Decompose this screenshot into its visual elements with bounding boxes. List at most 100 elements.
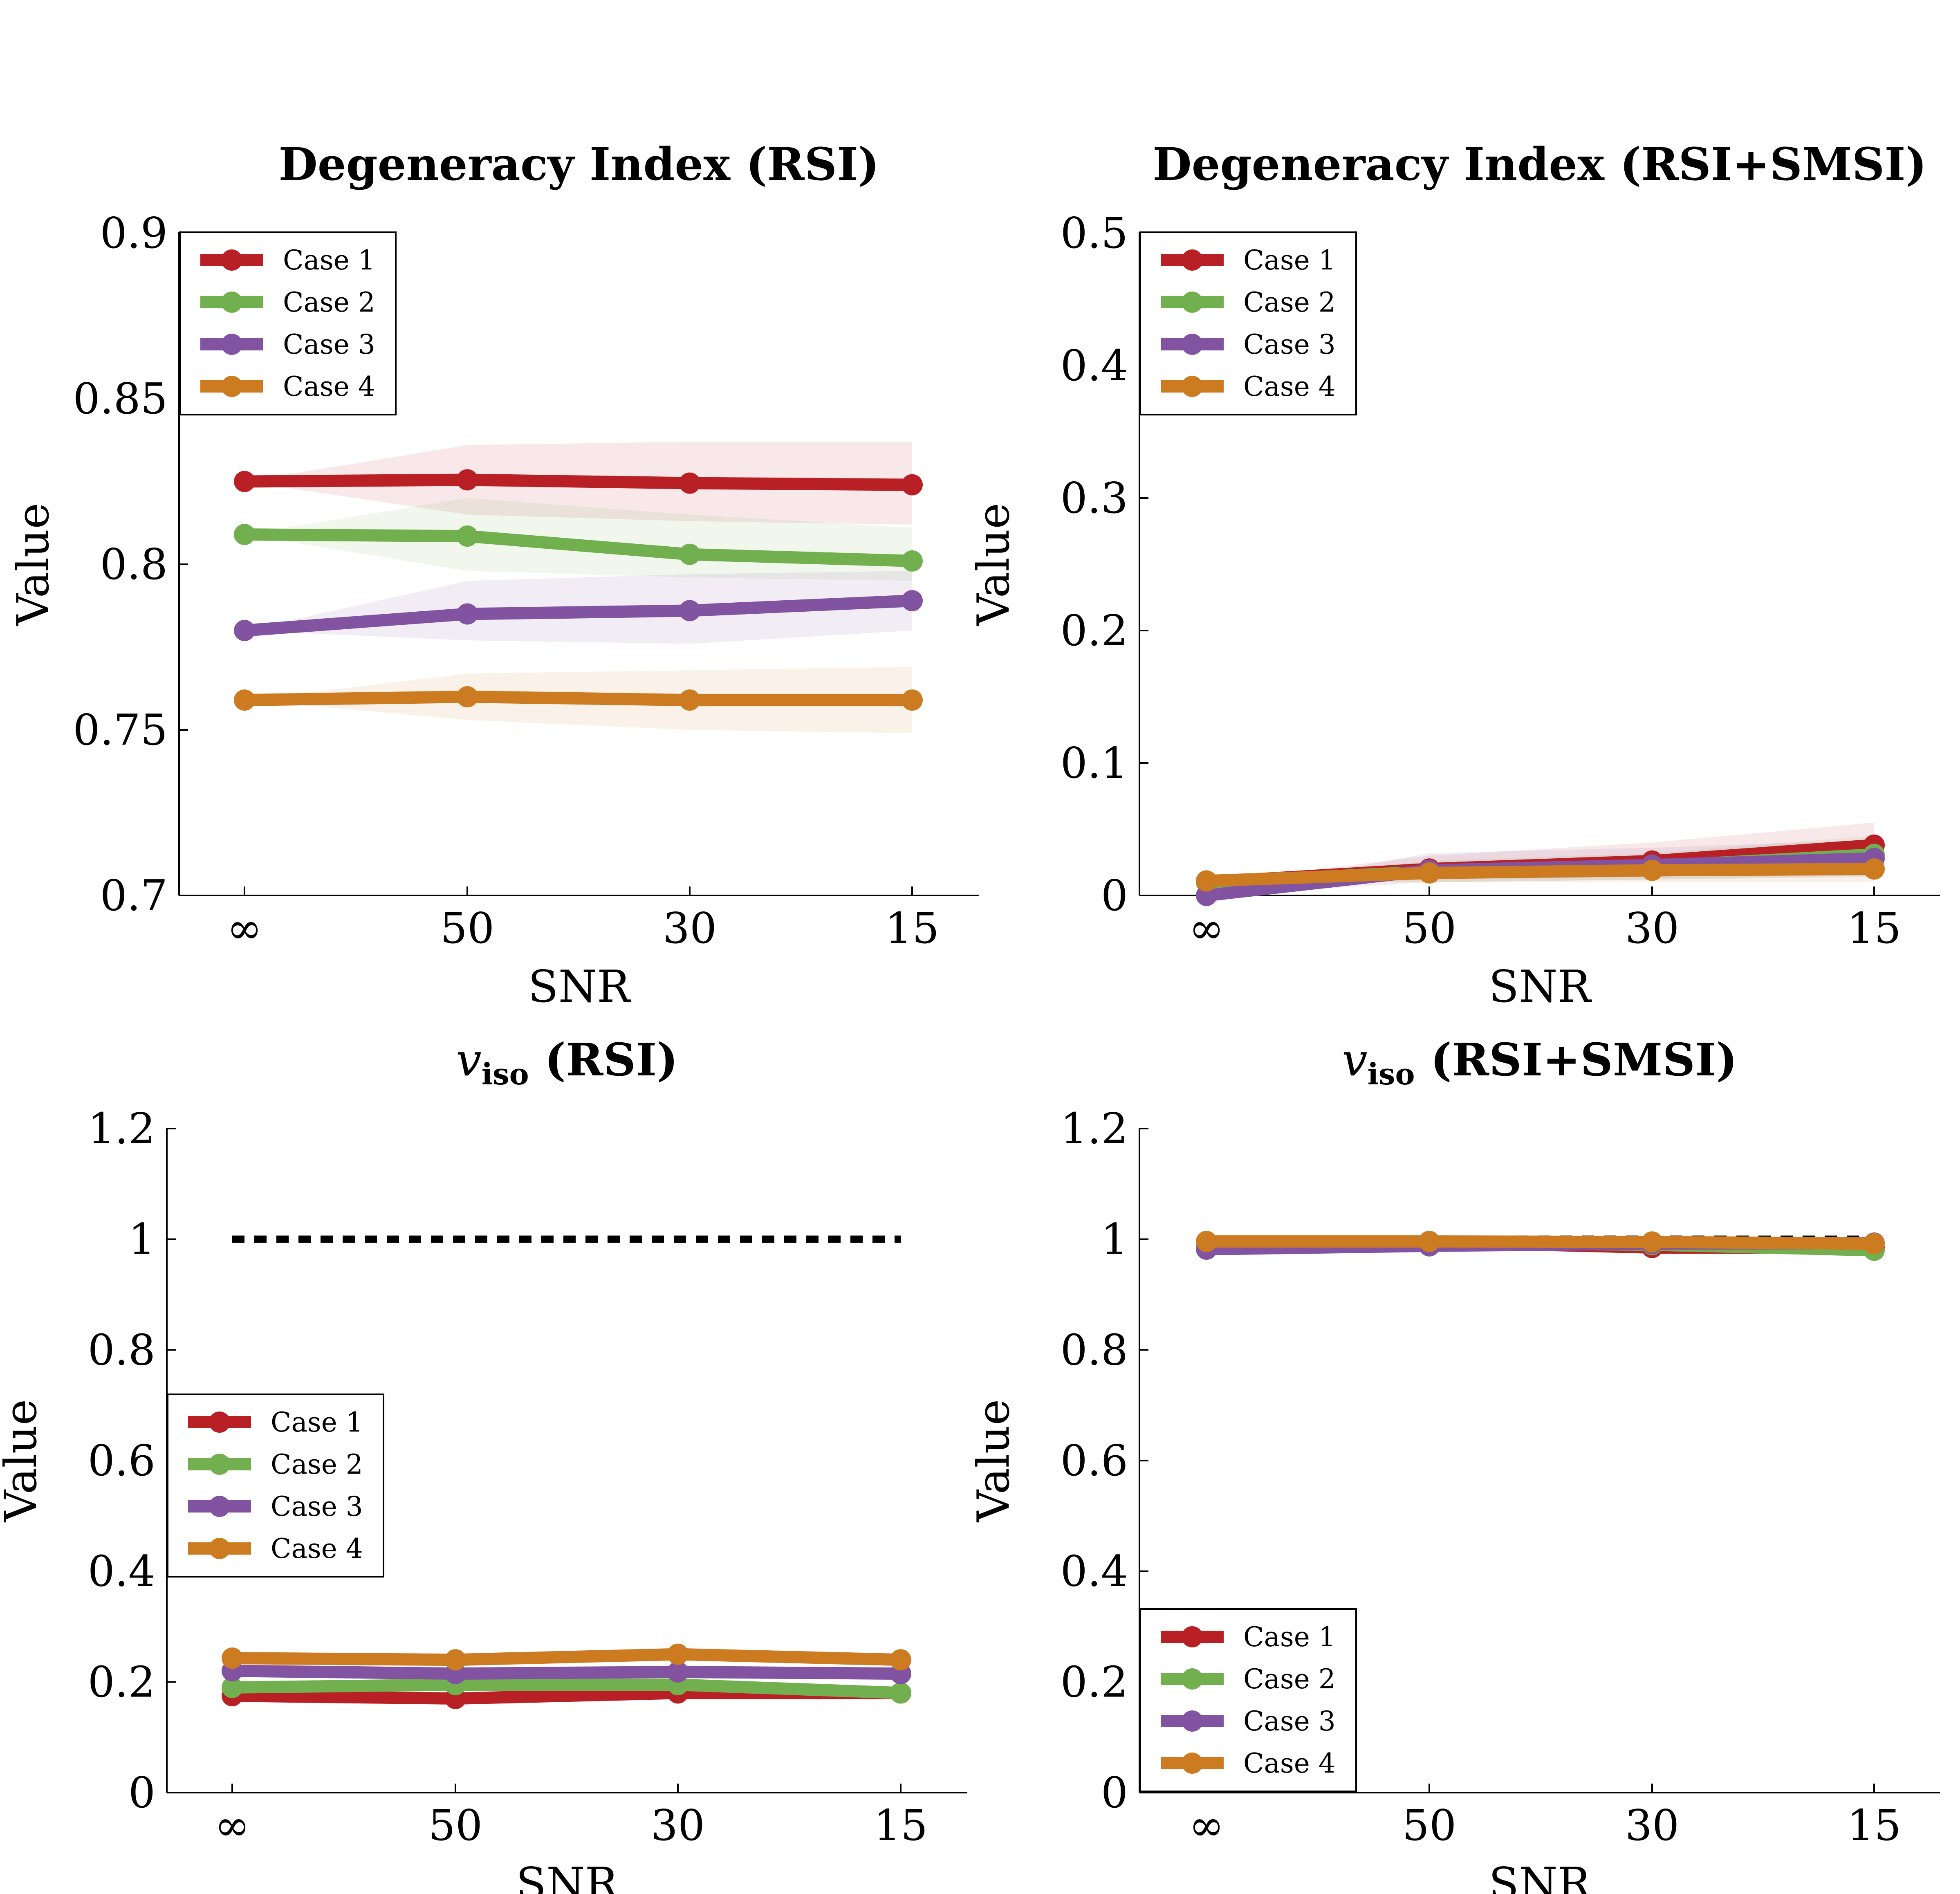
x-axis-label: SNR	[528, 961, 631, 1012]
data-point-case-3	[679, 600, 700, 622]
data-point-case-3	[667, 1661, 688, 1683]
y-tick-label: 0.85	[73, 374, 168, 424]
legend-marker-case-4	[209, 1538, 230, 1559]
legend-marker-case-2	[1182, 1668, 1203, 1690]
legend-label-case-4: Case 4	[271, 1533, 363, 1564]
y-tick-label: 0.8	[1061, 1325, 1128, 1375]
series-line-case-3	[238, 595, 918, 637]
data-point-case-2	[902, 550, 923, 572]
legend-marker-case-4	[221, 376, 242, 397]
data-point-case-2	[222, 1676, 243, 1698]
y-tick-label: 0.6	[1061, 1436, 1128, 1486]
data-point-case-4	[1642, 1231, 1663, 1253]
series-line-case-3	[226, 1665, 907, 1680]
legend-marker-case-3	[1182, 1710, 1203, 1732]
x-tick-label: 15	[874, 1800, 928, 1850]
data-point-case-4	[1419, 1231, 1440, 1252]
data-point-case-3	[902, 590, 923, 612]
y-tick-label: 0	[1101, 1768, 1128, 1818]
data-point-case-4	[890, 1649, 911, 1671]
legend-marker-case-1	[1182, 1626, 1203, 1647]
data-point-case-2	[890, 1682, 911, 1704]
x-axis-label: SNR	[516, 1858, 619, 1894]
legend-marker-case-3	[209, 1496, 230, 1517]
legend: Case 1 Case 2 Case 3 Case 4	[179, 231, 397, 415]
x-tick-label: 15	[885, 903, 939, 953]
legend: Case 1 Case 2 Case 3 Case 4	[1139, 231, 1357, 415]
data-point-case-1	[679, 472, 700, 494]
y-tick-label: 0.8	[100, 539, 168, 589]
y-tick-label: 0.5	[1061, 208, 1128, 258]
y-tick-label: 1.2	[88, 1104, 155, 1153]
data-point-case-4	[1196, 1231, 1217, 1252]
series-line-case-2	[238, 528, 918, 567]
x-tick-label: 30	[1625, 1800, 1679, 1850]
series-line-case-4	[1200, 1235, 1880, 1250]
x-axis-label: SNR	[1489, 1858, 1592, 1894]
y-tick-label: 0	[1101, 871, 1128, 920]
legend-marker-case-3	[221, 334, 242, 355]
data-point-case-4	[1642, 859, 1663, 881]
legend-marker-case-1	[209, 1412, 230, 1433]
data-point-case-1	[457, 469, 478, 491]
x-tick-label: 30	[651, 1800, 705, 1850]
legend-marker-case-2	[221, 292, 242, 313]
series-line-case-4	[1200, 863, 1880, 887]
x-tick-label: 15	[1847, 903, 1901, 953]
y-tick-label: 0	[128, 1768, 155, 1818]
legend-marker-case-3	[1182, 334, 1203, 355]
x-tick-label: 50	[1402, 1800, 1456, 1850]
legend-marker-case-2	[1182, 292, 1203, 313]
y-tick-label: 0.7	[100, 871, 168, 920]
x-tick-label: 30	[663, 903, 717, 953]
legend-label-case-1: Case 1	[283, 245, 375, 276]
data-point-case-1	[902, 474, 923, 496]
y-tick-label: 0.75	[73, 705, 168, 755]
data-point-case-4	[1864, 858, 1885, 880]
legend-label-case-3: Case 3	[271, 1491, 363, 1522]
x-tick-label: 50	[1402, 903, 1456, 953]
y-tick-label: 0.1	[1061, 738, 1128, 788]
series-line-case-1	[238, 474, 918, 491]
legend-label-case-1: Case 1	[1243, 1621, 1336, 1653]
data-point-case-4	[1419, 862, 1440, 884]
y-tick-label: 1	[128, 1214, 155, 1264]
legend-marker-case-1	[221, 249, 242, 271]
legend-label-case-1: Case 1	[271, 1407, 363, 1438]
chart-title: viso (RSI)	[456, 1033, 678, 1091]
data-point-case-4	[234, 689, 255, 711]
x-tick-label: ∞	[1189, 1800, 1224, 1850]
x-tick-label: 50	[440, 903, 494, 953]
data-point-case-3	[457, 603, 478, 625]
chart-panel-3: viso (RSI) 0 0.2 0.4 0.6 0.8 1 1.2 ∞ 50 30 15 SNR Val…	[0, 1033, 967, 1894]
legend-label-case-3: Case 3	[1243, 329, 1336, 360]
data-point-case-4	[679, 689, 700, 711]
x-tick-label: 15	[1847, 1800, 1901, 1850]
x-tick-label: ∞	[227, 903, 262, 953]
legend-label-case-2: Case 2	[283, 287, 375, 318]
y-axis-label: Value	[968, 503, 1019, 626]
x-axis-label: SNR	[1489, 961, 1592, 1012]
chart-title: Degeneracy Index (RSI)	[278, 138, 879, 191]
legend-label-case-2: Case 2	[1243, 1663, 1336, 1695]
legend-marker-case-4	[1182, 1753, 1203, 1774]
series-line-case-2	[226, 1679, 907, 1699]
data-point-case-2	[457, 525, 478, 547]
y-tick-label: 0.4	[1061, 1546, 1128, 1596]
legend-label-case-3: Case 3	[1243, 1705, 1336, 1737]
legend-label-case-2: Case 2	[1243, 287, 1336, 318]
y-tick-label: 0.2	[1061, 1657, 1128, 1707]
data-point-case-2	[234, 524, 255, 545]
legend-marker-case-2	[209, 1454, 230, 1475]
series-line-case-4	[226, 1648, 907, 1666]
legend: Case 1 Case 2 Case 3 Case 4	[1139, 1608, 1357, 1792]
legend-marker-case-4	[1182, 376, 1203, 397]
data-point-case-4	[1864, 1233, 1885, 1254]
legend-label-case-4: Case 4	[1243, 371, 1336, 402]
y-tick-label: 0.4	[1061, 341, 1128, 390]
y-tick-label: 0.9	[100, 208, 168, 258]
y-tick-label: 1.2	[1061, 1104, 1128, 1153]
y-axis-label: Value	[0, 1399, 47, 1523]
legend-label-case-2: Case 2	[271, 1449, 363, 1480]
